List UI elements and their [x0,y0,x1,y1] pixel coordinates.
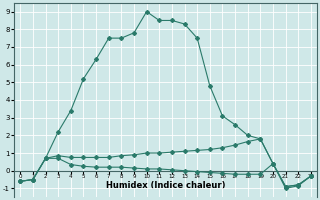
X-axis label: Humidex (Indice chaleur): Humidex (Indice chaleur) [106,181,225,190]
